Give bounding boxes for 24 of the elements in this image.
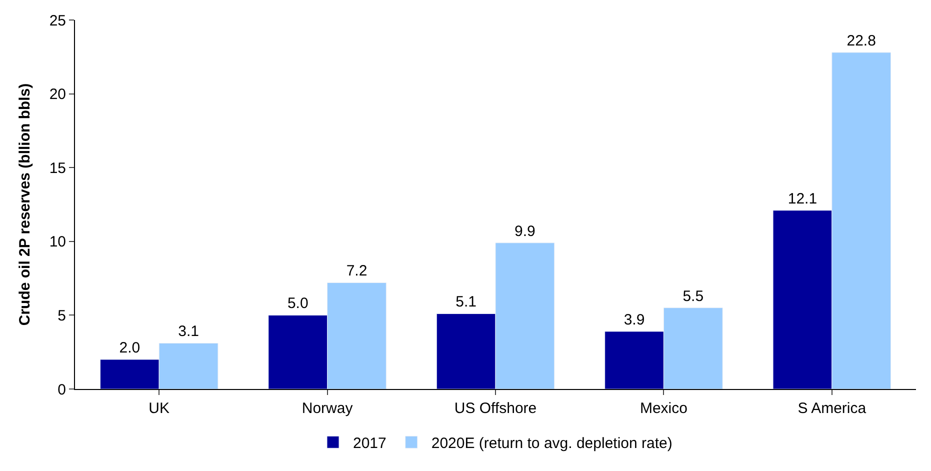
data-label: 2.0 [119,339,140,356]
y-tick-label: 15 [49,160,66,177]
data-label: 5.0 [287,295,308,312]
y-tick-label: 5 [58,307,66,324]
x-tick-label: S America [798,400,867,417]
data-label: 3.9 [624,311,645,328]
y-tick-label: 20 [49,86,66,104]
data-label: 5.1 [456,294,476,311]
data-label: 7.2 [346,262,368,280]
data-label: 12.1 [788,190,818,208]
legend-label: 2020E (return to avg. depletion rate) [431,435,672,452]
y-tick-label: 10 [49,234,66,251]
y-tick-label: 0 [58,381,66,398]
data-label: 9.9 [514,222,536,240]
x-tick-label: UK [148,400,170,417]
x-tick-label: US Offshore [454,400,537,417]
data-label: 5.5 [682,288,704,305]
data-label: 22.8 [846,32,876,50]
y-tick-label: 25 [49,12,66,30]
legend-label: 2017 [353,435,386,452]
x-tick-label: Mexico [640,400,688,417]
y-axis-title: Crude oil 2P reserves (bllion bbls) [16,83,34,326]
data-label: 3.1 [178,323,199,340]
x-tick-label: Norway [302,400,354,417]
